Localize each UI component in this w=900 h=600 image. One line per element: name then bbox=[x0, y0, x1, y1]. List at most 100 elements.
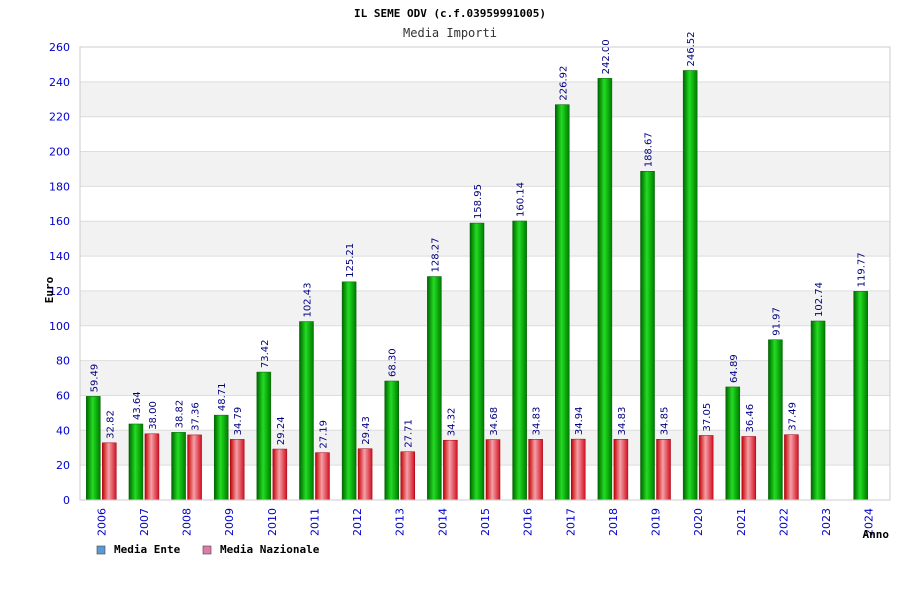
value-label-media-nazionale: 37.49 bbox=[787, 402, 798, 431]
bar-media-nazionale bbox=[698, 435, 714, 501]
x-tick-label: 2019 bbox=[650, 508, 663, 536]
bar-media-nazionale bbox=[656, 439, 671, 501]
bar-media-nazionale bbox=[528, 439, 543, 501]
grid-band bbox=[80, 290, 890, 326]
x-tick-label: 2024 bbox=[863, 508, 876, 536]
y-tick-label: 200 bbox=[49, 146, 70, 159]
bar-media-nazionale bbox=[272, 448, 288, 501]
value-label-media-ente: 158.95 bbox=[473, 184, 484, 219]
bars bbox=[86, 70, 868, 501]
bar-media-nazionale bbox=[741, 436, 757, 501]
value-label-media-ente: 242.00 bbox=[601, 39, 612, 74]
bar-media-nazionale bbox=[187, 434, 202, 501]
grid bbox=[80, 46, 890, 501]
value-label-media-nazionale: 36.46 bbox=[745, 404, 756, 433]
x-tick-label: 2014 bbox=[436, 508, 449, 536]
value-label-media-ente: 160.14 bbox=[516, 182, 527, 217]
legend-swatch-media-nazionale bbox=[202, 545, 212, 555]
value-label-media-ente: 246.52 bbox=[686, 31, 697, 66]
y-tick-label: 120 bbox=[49, 285, 70, 298]
bar-media-ente bbox=[213, 414, 229, 501]
legend: Media Ente Media Nazionale bbox=[96, 543, 320, 556]
value-label-media-nazionale: 34.79 bbox=[233, 407, 244, 436]
bar-media-ente bbox=[810, 320, 826, 501]
x-tick-label: 2013 bbox=[394, 508, 407, 536]
bar-media-ente bbox=[640, 171, 655, 501]
x-tick-label: 2022 bbox=[777, 508, 790, 536]
value-label-media-ente: 59.49 bbox=[89, 364, 100, 393]
value-label-media-ente: 102.43 bbox=[302, 283, 313, 318]
bar-media-ente bbox=[341, 281, 357, 501]
y-tick-label: 180 bbox=[49, 180, 70, 193]
value-label-media-ente: 64.89 bbox=[729, 354, 740, 383]
legend-swatch-media-ente bbox=[96, 545, 106, 555]
y-tick-label: 160 bbox=[49, 215, 70, 228]
value-label-media-nazionale: 34.94 bbox=[574, 406, 585, 435]
value-label-media-nazionale: 29.43 bbox=[361, 416, 372, 445]
value-label-media-ente: 128.27 bbox=[430, 238, 441, 273]
bar-media-nazionale bbox=[357, 448, 373, 501]
value-label-media-ente: 102.74 bbox=[814, 282, 825, 317]
value-labels: 59.49 32.82 43.64 38.00 38.82 37.36 48.71 34.79… bbox=[89, 31, 867, 448]
bar-media-ente bbox=[86, 396, 101, 501]
bar-media-nazionale bbox=[229, 439, 245, 501]
value-label-media-nazionale: 27.19 bbox=[318, 420, 329, 449]
value-label-media-ente: 48.71 bbox=[217, 382, 228, 411]
y-tick-label: 260 bbox=[49, 41, 70, 54]
bar-media-nazionale bbox=[144, 433, 160, 501]
y-tick-label: 60 bbox=[56, 389, 70, 402]
bar-media-ente bbox=[725, 386, 741, 501]
bar-media-ente bbox=[256, 371, 272, 501]
x-axis-label: Anno bbox=[863, 528, 890, 541]
y-tick-label: 140 bbox=[49, 250, 70, 263]
axes: 0 20 40 60 80 100 120 140 160 180 200 220 240 260 2006… bbox=[49, 41, 891, 536]
y-tick-label: 220 bbox=[49, 111, 70, 124]
bar-media-ente bbox=[469, 222, 485, 501]
y-tick-label: 80 bbox=[56, 355, 70, 368]
value-label-media-nazionale: 29.24 bbox=[276, 416, 287, 445]
value-label-media-nazionale: 37.05 bbox=[702, 403, 713, 432]
value-label-media-ente: 119.77 bbox=[857, 252, 868, 287]
plot-frame bbox=[79, 46, 891, 501]
bar-media-ente bbox=[384, 380, 399, 501]
x-tick-label: 2020 bbox=[692, 508, 705, 536]
value-label-media-nazionale: 34.85 bbox=[660, 407, 671, 436]
x-tick-label: 2015 bbox=[479, 508, 492, 536]
y-tick-label: 0 bbox=[63, 494, 70, 507]
value-label-media-ente: 226.92 bbox=[558, 66, 569, 101]
value-label-media-ente: 73.42 bbox=[260, 339, 271, 368]
bar-media-ente bbox=[555, 104, 570, 501]
value-label-media-nazionale: 34.83 bbox=[532, 407, 543, 436]
bar-media-ente bbox=[427, 276, 442, 501]
value-label-media-ente: 68.30 bbox=[388, 348, 399, 377]
y-tick-label: 100 bbox=[49, 320, 70, 333]
value-label-media-nazionale: 38.00 bbox=[148, 401, 159, 430]
x-tick-label: 2006 bbox=[95, 508, 108, 536]
value-label-media-nazionale: 37.36 bbox=[191, 402, 202, 431]
bar-media-ente bbox=[128, 423, 144, 501]
bar-media-nazionale bbox=[443, 439, 458, 501]
value-label-media-ente: 91.97 bbox=[771, 307, 782, 336]
bar-media-ente bbox=[299, 321, 314, 501]
x-tick-label: 2012 bbox=[351, 508, 364, 536]
bar-media-nazionale bbox=[400, 451, 415, 501]
value-label-media-ente: 188.67 bbox=[644, 132, 655, 167]
y-tick-label: 20 bbox=[56, 459, 70, 472]
bar-media-ente bbox=[682, 70, 698, 501]
value-label-media-ente: 43.64 bbox=[132, 391, 143, 420]
value-label-media-nazionale: 27.71 bbox=[404, 419, 415, 448]
legend-label-media-ente: Media Ente bbox=[114, 543, 181, 556]
x-tick-label: 2009 bbox=[223, 508, 236, 536]
x-tick-label: 2017 bbox=[564, 508, 577, 536]
legend-label-media-nazionale: Media Nazionale bbox=[220, 543, 320, 556]
value-label-media-ente: 125.21 bbox=[345, 243, 356, 278]
bar-media-ente bbox=[853, 291, 868, 501]
bar-media-ente bbox=[171, 432, 186, 501]
x-tick-label: 2008 bbox=[181, 508, 194, 536]
y-tick-label: 40 bbox=[56, 424, 70, 437]
bar-media-nazionale bbox=[485, 439, 501, 501]
grid-band bbox=[80, 360, 890, 396]
value-label-media-nazionale: 34.32 bbox=[446, 408, 457, 437]
bar-media-nazionale bbox=[102, 442, 117, 501]
